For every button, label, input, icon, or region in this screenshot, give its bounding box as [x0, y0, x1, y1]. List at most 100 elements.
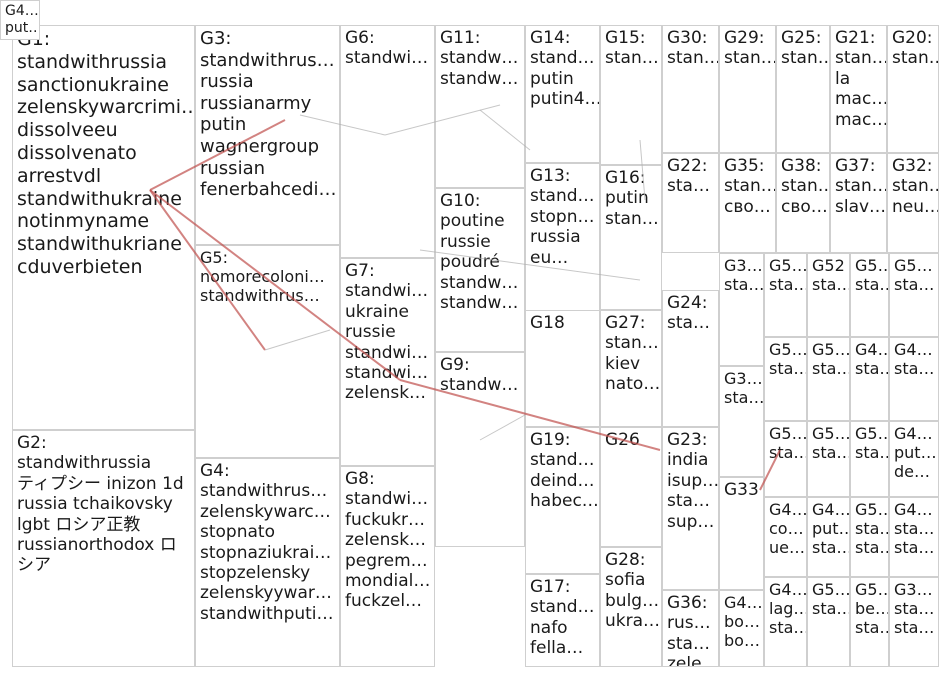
group-box[interactable]: G4…put…sta… — [807, 497, 850, 577]
group-box[interactable]: G23: india isup… sta… sup… — [662, 427, 719, 590]
group-keyword: deind… — [530, 470, 595, 491]
group-box[interactable]: G5…sta… — [850, 421, 889, 497]
group-keyword: russian — [200, 157, 266, 179]
group-box[interactable]: G13: stand… stopn… russia eu… — [525, 163, 600, 315]
group-keyword: zelensk… — [345, 383, 427, 404]
group-id: G19: — [530, 430, 571, 450]
group-box[interactable]: G9: standw… — [435, 352, 525, 547]
group-keyword: stopnaziukrai… — [200, 542, 332, 563]
group-box[interactable]: G11: standw… standw… — [435, 25, 525, 188]
group-keyword: eu… — [530, 247, 569, 268]
group-id: G18 — [530, 313, 565, 333]
group-keyword: nomorecoloni… — [200, 267, 325, 287]
group-box[interactable]: G27: stan… kiev nato… — [600, 310, 662, 427]
group-box[interactable]: G4: standwithrus… zelenskywarc… stopnato sto… — [195, 458, 340, 667]
group-box[interactable]: G3… sta… sta… — [889, 577, 939, 667]
group-box[interactable]: G5…sta… — [807, 577, 850, 667]
group-box[interactable]: G3: standwithrus… russia russianarmy putin wa… — [195, 25, 340, 245]
group-keyword: russie — [345, 322, 396, 343]
group-box[interactable]: G24: sta… — [662, 290, 719, 427]
group-box[interactable]: G5…sta…sta… — [850, 497, 889, 577]
group-box[interactable]: G4… co… ue… — [764, 497, 807, 577]
group-box[interactable]: G5…sta… — [889, 253, 939, 337]
group-id: G4: — [200, 461, 230, 481]
group-box[interactable]: G5…sta… — [764, 253, 807, 337]
group-box[interactable]: G26 — [600, 427, 662, 547]
group-box[interactable]: G4… lag… sta… — [764, 577, 807, 667]
group-id: G27: — [605, 313, 646, 333]
group-box[interactable]: G5…sta… — [807, 421, 850, 497]
group-label: G5: nomorecoloni… standwithrus… — [200, 248, 325, 306]
group-box[interactable]: G25: stan… — [776, 25, 830, 153]
group-keyword: russia — [200, 71, 254, 93]
group-keyword: stan… — [605, 208, 659, 229]
group-box[interactable]: G36: rus… sta… zele… — [662, 590, 719, 667]
group-box[interactable]: G18 — [525, 310, 600, 427]
group-keyword: sta… — [5, 37, 39, 39]
group-keyword: stan… — [724, 176, 776, 197]
group-box[interactable]: G5…sta… — [764, 421, 807, 497]
group-label: G14: stand… putin putin4… — [530, 28, 599, 110]
group-keyword: stand… — [530, 450, 595, 471]
group-keyword: zelenskyywar… — [200, 583, 332, 604]
group-keyword: sup… — [667, 511, 715, 532]
group-box[interactable]: G29: stan… — [719, 25, 776, 153]
group-keyword: sta… — [812, 599, 850, 619]
group-id: G5… — [769, 340, 807, 359]
group-label: G28: sofia bulg… ukra… — [605, 550, 660, 632]
group-box[interactable]: G6: standwi… — [340, 25, 435, 258]
group-box[interactable]: G5…sta… — [764, 337, 807, 421]
group-box[interactable]: G37: stan… slav… — [830, 153, 887, 253]
group-box[interactable]: G4… sta… sta… — [889, 497, 939, 577]
group-box[interactable]: G5…be…sta… — [850, 577, 889, 667]
group-box[interactable]: G4… bo… bo… — [719, 590, 764, 667]
group-keyword: sta… — [769, 618, 807, 638]
group-keyword: シア — [17, 555, 51, 576]
group-box[interactable]: G10: poutine russie poudré standw… standw… — [435, 188, 525, 352]
group-box[interactable]: G15: stan… — [600, 25, 662, 165]
group-box[interactable]: G5…sta… — [850, 253, 889, 337]
group-box[interactable]: G5…sta… — [807, 337, 850, 421]
group-box[interactable]: G7: standwi… ukraine russie standwi… standwi…… — [340, 258, 435, 466]
group-box[interactable]: G38: stan… сво… — [776, 153, 830, 253]
group-keyword: sta… — [894, 359, 935, 379]
group-box[interactable]: G5: nomorecoloni… standwithrus… — [195, 245, 340, 458]
group-box[interactable]: G3… sta… — [719, 253, 764, 366]
group-box[interactable]: G20:stan… — [887, 25, 939, 153]
group-id: G5… — [855, 580, 888, 599]
group-keyword: sta… — [724, 275, 764, 295]
group-id: G13: — [530, 166, 571, 186]
group-label: G5…sta… — [769, 256, 806, 294]
group-box[interactable]: G16: putin stan… — [600, 165, 662, 310]
group-box[interactable]: G2: standwithrussia ティプシー inizon 1d russia … — [12, 430, 195, 667]
group-box[interactable]: G52 sta… — [807, 253, 850, 337]
group-box[interactable]: G22: sta… — [662, 153, 719, 253]
group-label: G5…sta… — [812, 340, 849, 378]
group-keyword: standwithukraine — [17, 187, 182, 210]
group-id: G7: — [345, 261, 375, 281]
group-label: G18 — [530, 313, 565, 333]
group-keyword: sta… — [855, 275, 888, 295]
group-box[interactable]: G4…sta… — [850, 337, 889, 421]
group-box[interactable]: G1:standwithrussiasanctionukrainezelensk… — [12, 25, 195, 430]
group-box[interactable]: G17: stand… nafo fella… — [525, 574, 600, 667]
group-box[interactable]: G4…put…sta… — [0, 0, 40, 40]
group-keyword: standwithputi… — [200, 603, 334, 624]
group-box[interactable]: G19: stand… deind… habec… — [525, 427, 600, 574]
group-box[interactable]: G32:stan…neu… — [887, 153, 939, 253]
group-id: G14: — [530, 28, 571, 48]
group-keyword: fuckukr… — [345, 509, 426, 530]
group-box[interactable]: G21: stan… la mac… mac… — [830, 25, 887, 153]
group-box[interactable]: G30: stan… — [662, 25, 719, 153]
group-keyword: standwithrussia — [17, 453, 152, 474]
group-box[interactable]: G28: sofia bulg… ukra… — [600, 547, 662, 667]
group-box[interactable]: G14: stand… putin putin4… — [525, 25, 600, 163]
group-keyword: stan… — [667, 48, 719, 69]
group-keyword: bulg… — [605, 590, 660, 611]
group-box[interactable]: G35: stan… сво… — [719, 153, 776, 253]
group-box[interactable]: G33 — [719, 477, 764, 590]
group-box[interactable]: G8: standwi… fuckukr… zelensk… pegrem… mondia… — [340, 466, 435, 667]
group-box[interactable]: G4…sta… — [889, 337, 939, 421]
group-box[interactable]: G3… sta… — [719, 366, 764, 477]
group-box[interactable]: G4… put… de… — [889, 421, 939, 497]
